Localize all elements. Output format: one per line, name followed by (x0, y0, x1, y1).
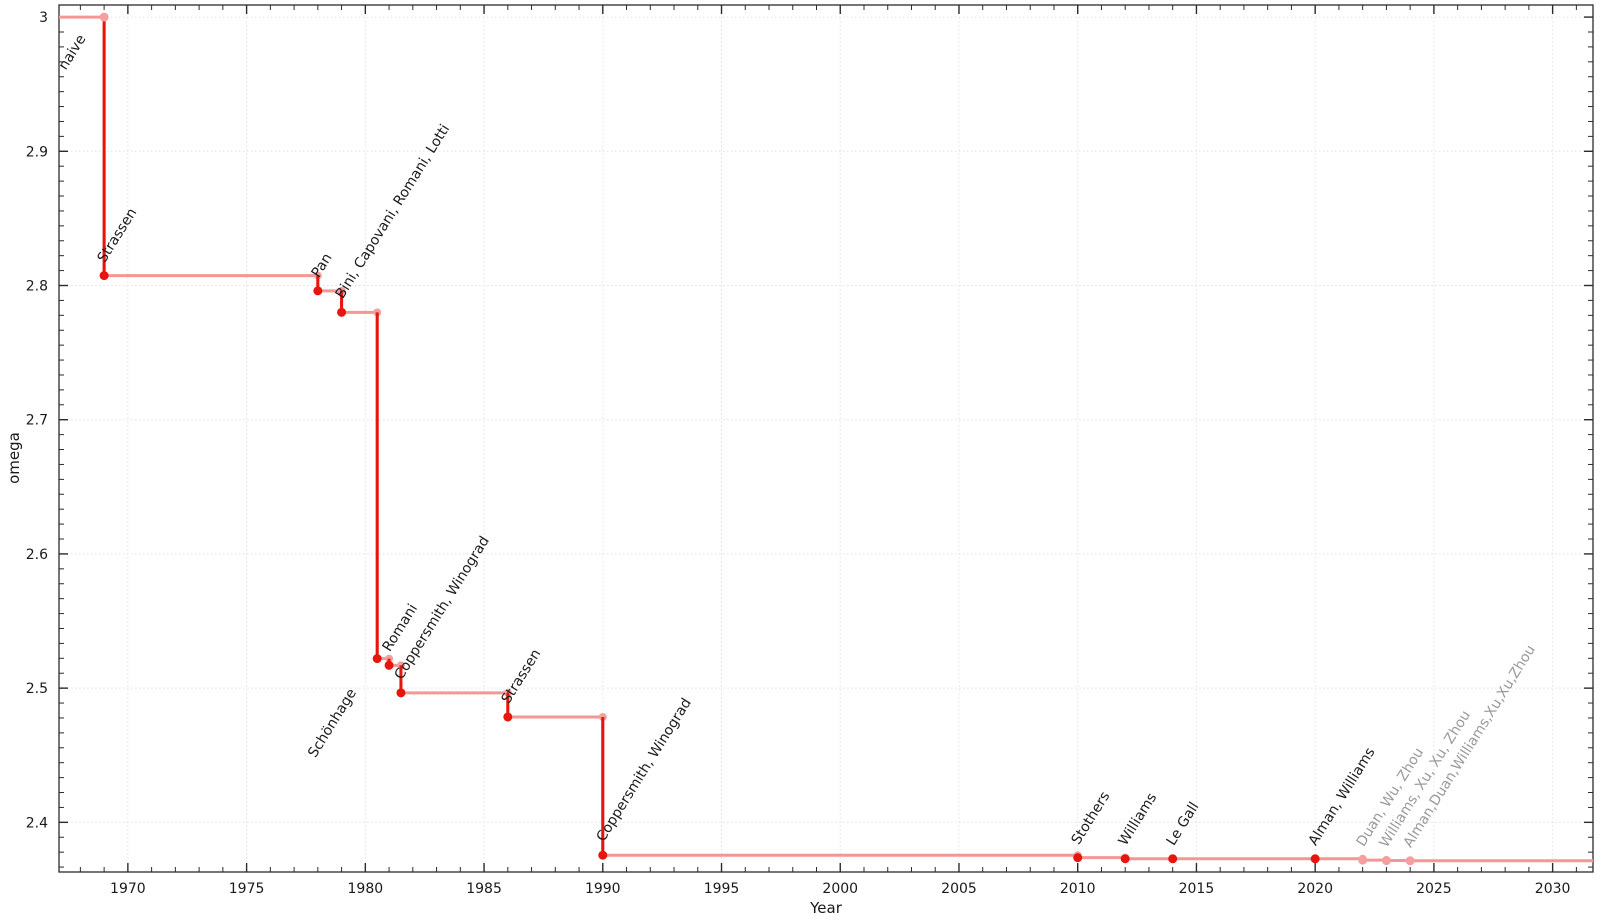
data-point-marker (1405, 856, 1415, 866)
y-tick-label: 2.9 (26, 144, 48, 160)
data-point-marker (1168, 854, 1178, 864)
x-axis-title: Year (810, 899, 842, 917)
data-point-marker (313, 286, 323, 296)
data-point-marker (598, 850, 608, 860)
y-tick-label: 3 (39, 10, 48, 26)
x-tick-label: 1970 (110, 881, 146, 897)
y-axis-title: omega (5, 432, 23, 484)
data-point-marker (396, 688, 406, 698)
x-tick-label: 1990 (585, 881, 621, 897)
x-tick-label: 2005 (941, 881, 977, 897)
x-tick-label: 2015 (1179, 881, 1215, 897)
data-point-marker (99, 271, 109, 281)
y-tick-label: 2.6 (26, 547, 48, 563)
data-point-marker (337, 307, 347, 317)
data-point-marker (503, 712, 513, 722)
data-point-marker (99, 12, 109, 22)
x-tick-label: 1995 (704, 881, 740, 897)
x-tick-label: 2010 (1060, 881, 1096, 897)
x-tick-label: 2020 (1297, 881, 1333, 897)
x-tick-label: 1975 (229, 881, 265, 897)
x-tick-label: 2000 (822, 881, 858, 897)
data-point-marker (384, 660, 394, 670)
y-tick-label: 2.4 (26, 815, 48, 831)
data-point-marker (1358, 855, 1368, 865)
data-point-marker (1073, 853, 1083, 863)
x-tick-label: 1985 (466, 881, 502, 897)
x-tick-label: 2030 (1535, 881, 1571, 897)
y-tick-label: 2.8 (26, 279, 48, 295)
plot-frame (58, 4, 1594, 873)
y-tick-label: 2.7 (26, 413, 48, 429)
x-tick-label: 2025 (1416, 881, 1452, 897)
data-point-marker (1120, 854, 1130, 864)
data-point-marker (372, 654, 382, 664)
y-tick-label: 2.5 (26, 681, 48, 697)
x-tick-label: 1980 (348, 881, 384, 897)
data-point-marker (1381, 856, 1391, 866)
data-point-marker (1310, 854, 1320, 864)
step-line (59, 15, 1593, 863)
